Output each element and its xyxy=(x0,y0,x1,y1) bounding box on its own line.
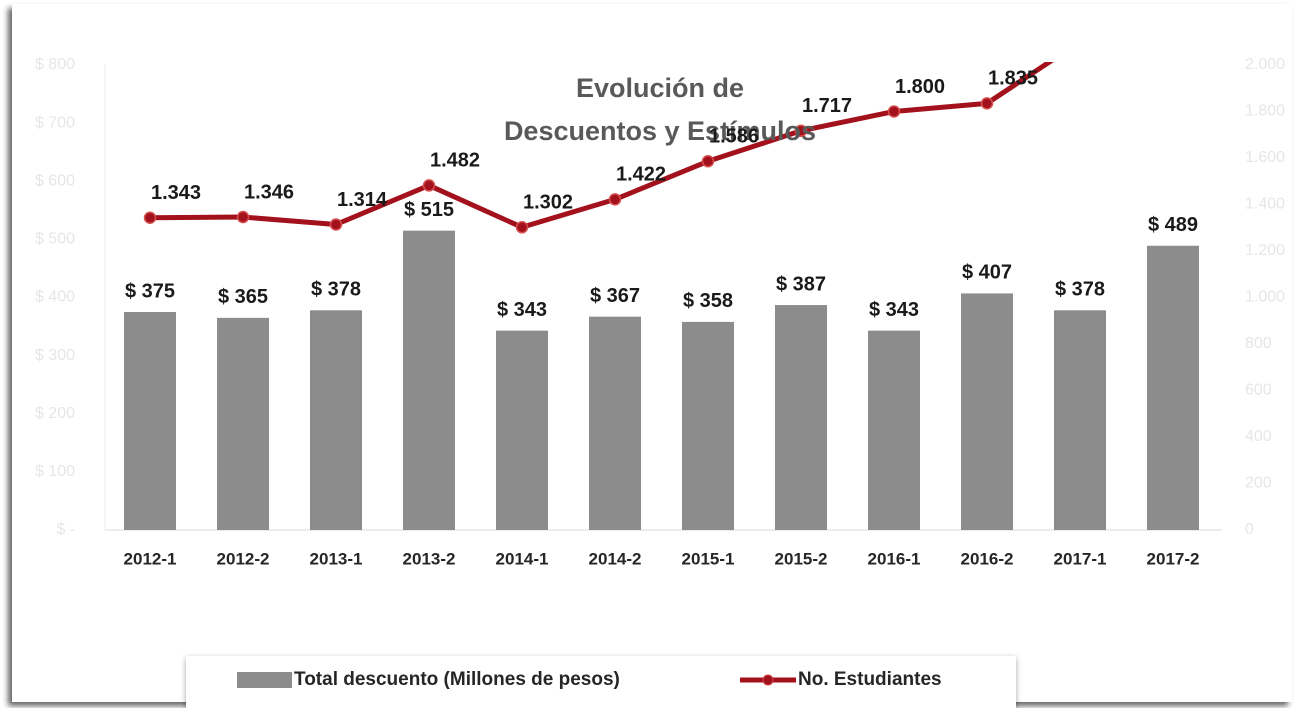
y2-tick-label: 1.600 xyxy=(1245,149,1285,166)
legend-swatch xyxy=(762,674,774,686)
y2-tick-label: 1.000 xyxy=(1245,289,1285,306)
chart-title: Descuentos y Estímulos xyxy=(504,116,816,146)
bar xyxy=(868,330,920,530)
line-label: 1.346 xyxy=(244,181,294,203)
bar-label: $ 387 xyxy=(776,273,826,295)
bar-label: $ 365 xyxy=(218,286,268,308)
y2-tick-label: 1.800 xyxy=(1245,103,1285,120)
bar xyxy=(1054,310,1106,530)
legend-swatch xyxy=(237,672,292,688)
x-tick-label: 2016-2 xyxy=(961,549,1014,568)
bar xyxy=(682,321,734,530)
line-marker xyxy=(794,124,808,138)
x-tick-label: 2017-1 xyxy=(1054,549,1107,568)
bar-label: $ 375 xyxy=(125,280,175,302)
y2-tick-label: 2.000 xyxy=(1245,56,1285,73)
y2-tick-label: 0 xyxy=(1245,521,1254,538)
y2-tick-label: 200 xyxy=(1245,475,1272,492)
line-marker xyxy=(422,179,436,192)
x-tick-label: 2014-1 xyxy=(496,549,549,568)
bar-label: $ 358 xyxy=(683,290,733,312)
line-label: 1.302 xyxy=(523,192,573,214)
bar-label: $ 489 xyxy=(1148,214,1198,236)
bar-label: $ 367 xyxy=(590,285,640,307)
x-tick-label: 2013-2 xyxy=(403,549,456,568)
bar xyxy=(310,310,362,530)
line-marker xyxy=(143,211,157,225)
legend xyxy=(186,656,1016,708)
x-tick-label: 2015-1 xyxy=(682,549,735,568)
line-marker xyxy=(608,193,622,206)
line-label: 1.586 xyxy=(709,126,759,148)
bar xyxy=(961,293,1013,530)
y-tick-label: $ 100 xyxy=(35,463,75,480)
line-label: 1.343 xyxy=(151,182,201,204)
x-tick-label: 2012-2 xyxy=(217,549,270,568)
x-tick-label: 2012-1 xyxy=(124,549,177,568)
legend-label: Total descuento (Millones de pesos) xyxy=(294,669,620,690)
bar xyxy=(1147,245,1199,531)
bar-label: $ 343 xyxy=(869,299,919,321)
line-label: 1.800 xyxy=(895,76,945,98)
line-marker xyxy=(515,221,529,234)
y2-tick-label: 1.200 xyxy=(1245,242,1285,259)
y2-tick-label: 600 xyxy=(1245,382,1272,399)
y2-tick-label: 1.400 xyxy=(1245,196,1285,213)
y-tick-label: $ - xyxy=(56,521,75,538)
bar-label: $ 378 xyxy=(1055,279,1105,301)
x-tick-label: 2014-2 xyxy=(589,549,642,568)
x-tick-label: 2017-2 xyxy=(1147,549,1200,568)
legend-label: No. Estudiantes xyxy=(798,669,942,690)
line-marker xyxy=(329,218,343,231)
line-label: 1.717 xyxy=(802,95,852,117)
line-marker xyxy=(887,105,901,118)
line-marker xyxy=(236,210,250,224)
line-label: 1.835 xyxy=(988,68,1038,90)
line-marker xyxy=(980,97,994,110)
bar xyxy=(589,316,641,530)
line xyxy=(149,62,1054,230)
x-tick-label: 2015-2 xyxy=(775,549,828,568)
y2-tick-label: 400 xyxy=(1245,428,1272,445)
y-tick-label: $ 300 xyxy=(35,347,75,364)
y-tick-label: $ 500 xyxy=(35,231,75,248)
bar-label: $ 378 xyxy=(311,279,361,301)
chart-title: Evolución de xyxy=(576,73,744,103)
line-label: 1.314 xyxy=(337,189,388,211)
bar xyxy=(496,330,548,530)
bar-label: $ 343 xyxy=(497,299,547,321)
line-label: 1.482 xyxy=(430,150,480,172)
line-group xyxy=(143,62,1054,234)
x-tick-label: 2013-1 xyxy=(310,549,363,568)
line-label: 1.422 xyxy=(616,164,666,186)
bar xyxy=(217,317,269,530)
y-tick-label: $ 800 xyxy=(35,56,75,73)
bar xyxy=(403,230,455,530)
bar-label: $ 515 xyxy=(404,199,454,221)
bar xyxy=(775,305,827,530)
x-tick-label: 2016-1 xyxy=(868,549,921,568)
y-tick-label: $ 400 xyxy=(35,289,75,306)
plot xyxy=(124,62,1199,531)
bar-label: $ 407 xyxy=(962,262,1012,284)
y2-tick-label: 800 xyxy=(1245,335,1272,352)
y-tick-label: $ 700 xyxy=(35,114,75,131)
y-tick-label: $ 600 xyxy=(35,172,75,189)
line-marker xyxy=(701,155,715,168)
y-tick-label: $ 200 xyxy=(35,405,75,422)
bar xyxy=(124,312,176,530)
